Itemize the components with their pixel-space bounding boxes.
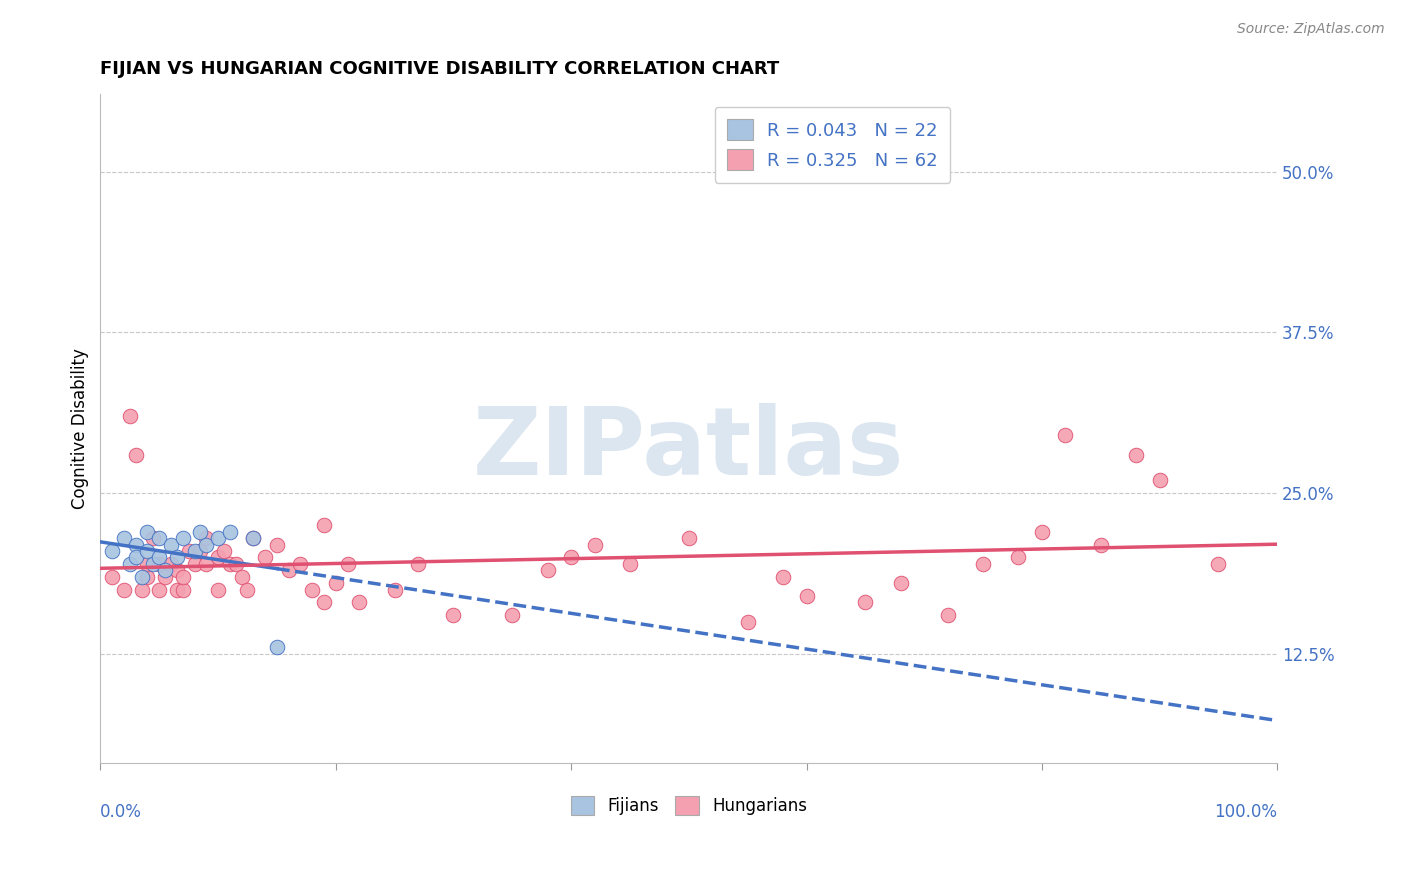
- Point: [136, 544, 159, 558]
- Text: FIJIAN VS HUNGARIAN COGNITIVE DISABILITY CORRELATION CHART: FIJIAN VS HUNGARIAN COGNITIVE DISABILITY…: [100, 60, 779, 78]
- Point: [112, 582, 135, 597]
- Point: [1054, 428, 1077, 442]
- Point: [619, 557, 641, 571]
- Point: [124, 448, 146, 462]
- Point: [336, 557, 359, 571]
- Point: [796, 589, 818, 603]
- Point: [231, 569, 253, 583]
- Point: [190, 524, 212, 539]
- Point: [160, 557, 183, 571]
- Point: [266, 640, 288, 655]
- Point: [218, 557, 240, 571]
- Point: [737, 615, 759, 629]
- Text: 0.0%: 0.0%: [100, 804, 142, 822]
- Point: [142, 531, 165, 545]
- Point: [172, 531, 194, 545]
- Point: [148, 582, 170, 597]
- Point: [148, 557, 170, 571]
- Point: [195, 531, 218, 545]
- Point: [236, 582, 259, 597]
- Point: [1007, 550, 1029, 565]
- Point: [166, 563, 188, 577]
- Point: [536, 563, 558, 577]
- Point: [1125, 448, 1147, 462]
- Point: [118, 557, 141, 571]
- Point: [183, 557, 205, 571]
- Point: [166, 550, 188, 565]
- Text: Source: ZipAtlas.com: Source: ZipAtlas.com: [1237, 22, 1385, 37]
- Point: [1031, 524, 1053, 539]
- Point: [172, 569, 194, 583]
- Point: [183, 544, 205, 558]
- Point: [678, 531, 700, 545]
- Point: [177, 544, 200, 558]
- Point: [853, 595, 876, 609]
- Y-axis label: Cognitive Disability: Cognitive Disability: [72, 349, 89, 509]
- Point: [406, 557, 429, 571]
- Point: [242, 531, 264, 545]
- Point: [195, 557, 218, 571]
- Point: [225, 557, 247, 571]
- Point: [772, 569, 794, 583]
- Legend: Fijians, Hungarians: Fijians, Hungarians: [564, 789, 814, 822]
- Point: [936, 608, 959, 623]
- Point: [153, 563, 176, 577]
- Point: [1149, 473, 1171, 487]
- Point: [583, 537, 606, 551]
- Point: [501, 608, 523, 623]
- Point: [124, 550, 146, 565]
- Point: [118, 409, 141, 423]
- Point: [1090, 537, 1112, 551]
- Point: [124, 537, 146, 551]
- Point: [101, 569, 124, 583]
- Point: [166, 582, 188, 597]
- Point: [101, 544, 124, 558]
- Point: [136, 569, 159, 583]
- Point: [1208, 557, 1230, 571]
- Point: [172, 582, 194, 597]
- Point: [207, 531, 229, 545]
- Point: [218, 524, 240, 539]
- Point: [212, 544, 235, 558]
- Point: [148, 550, 170, 565]
- Point: [153, 569, 176, 583]
- Point: [136, 524, 159, 539]
- Point: [560, 550, 582, 565]
- Point: [160, 537, 183, 551]
- Point: [349, 595, 371, 609]
- Point: [441, 608, 464, 623]
- Point: [890, 576, 912, 591]
- Point: [142, 557, 165, 571]
- Point: [301, 582, 323, 597]
- Point: [254, 550, 277, 565]
- Point: [207, 550, 229, 565]
- Point: [384, 582, 406, 597]
- Point: [112, 531, 135, 545]
- Point: [325, 576, 347, 591]
- Point: [266, 537, 288, 551]
- Point: [207, 582, 229, 597]
- Point: [290, 557, 312, 571]
- Point: [242, 531, 264, 545]
- Point: [136, 557, 159, 571]
- Point: [195, 537, 218, 551]
- Point: [312, 518, 335, 533]
- Point: [312, 595, 335, 609]
- Point: [131, 582, 153, 597]
- Point: [277, 563, 299, 577]
- Text: 100.0%: 100.0%: [1215, 804, 1277, 822]
- Point: [190, 544, 212, 558]
- Point: [972, 557, 994, 571]
- Point: [148, 531, 170, 545]
- Text: ZIPatlas: ZIPatlas: [474, 403, 904, 495]
- Point: [131, 569, 153, 583]
